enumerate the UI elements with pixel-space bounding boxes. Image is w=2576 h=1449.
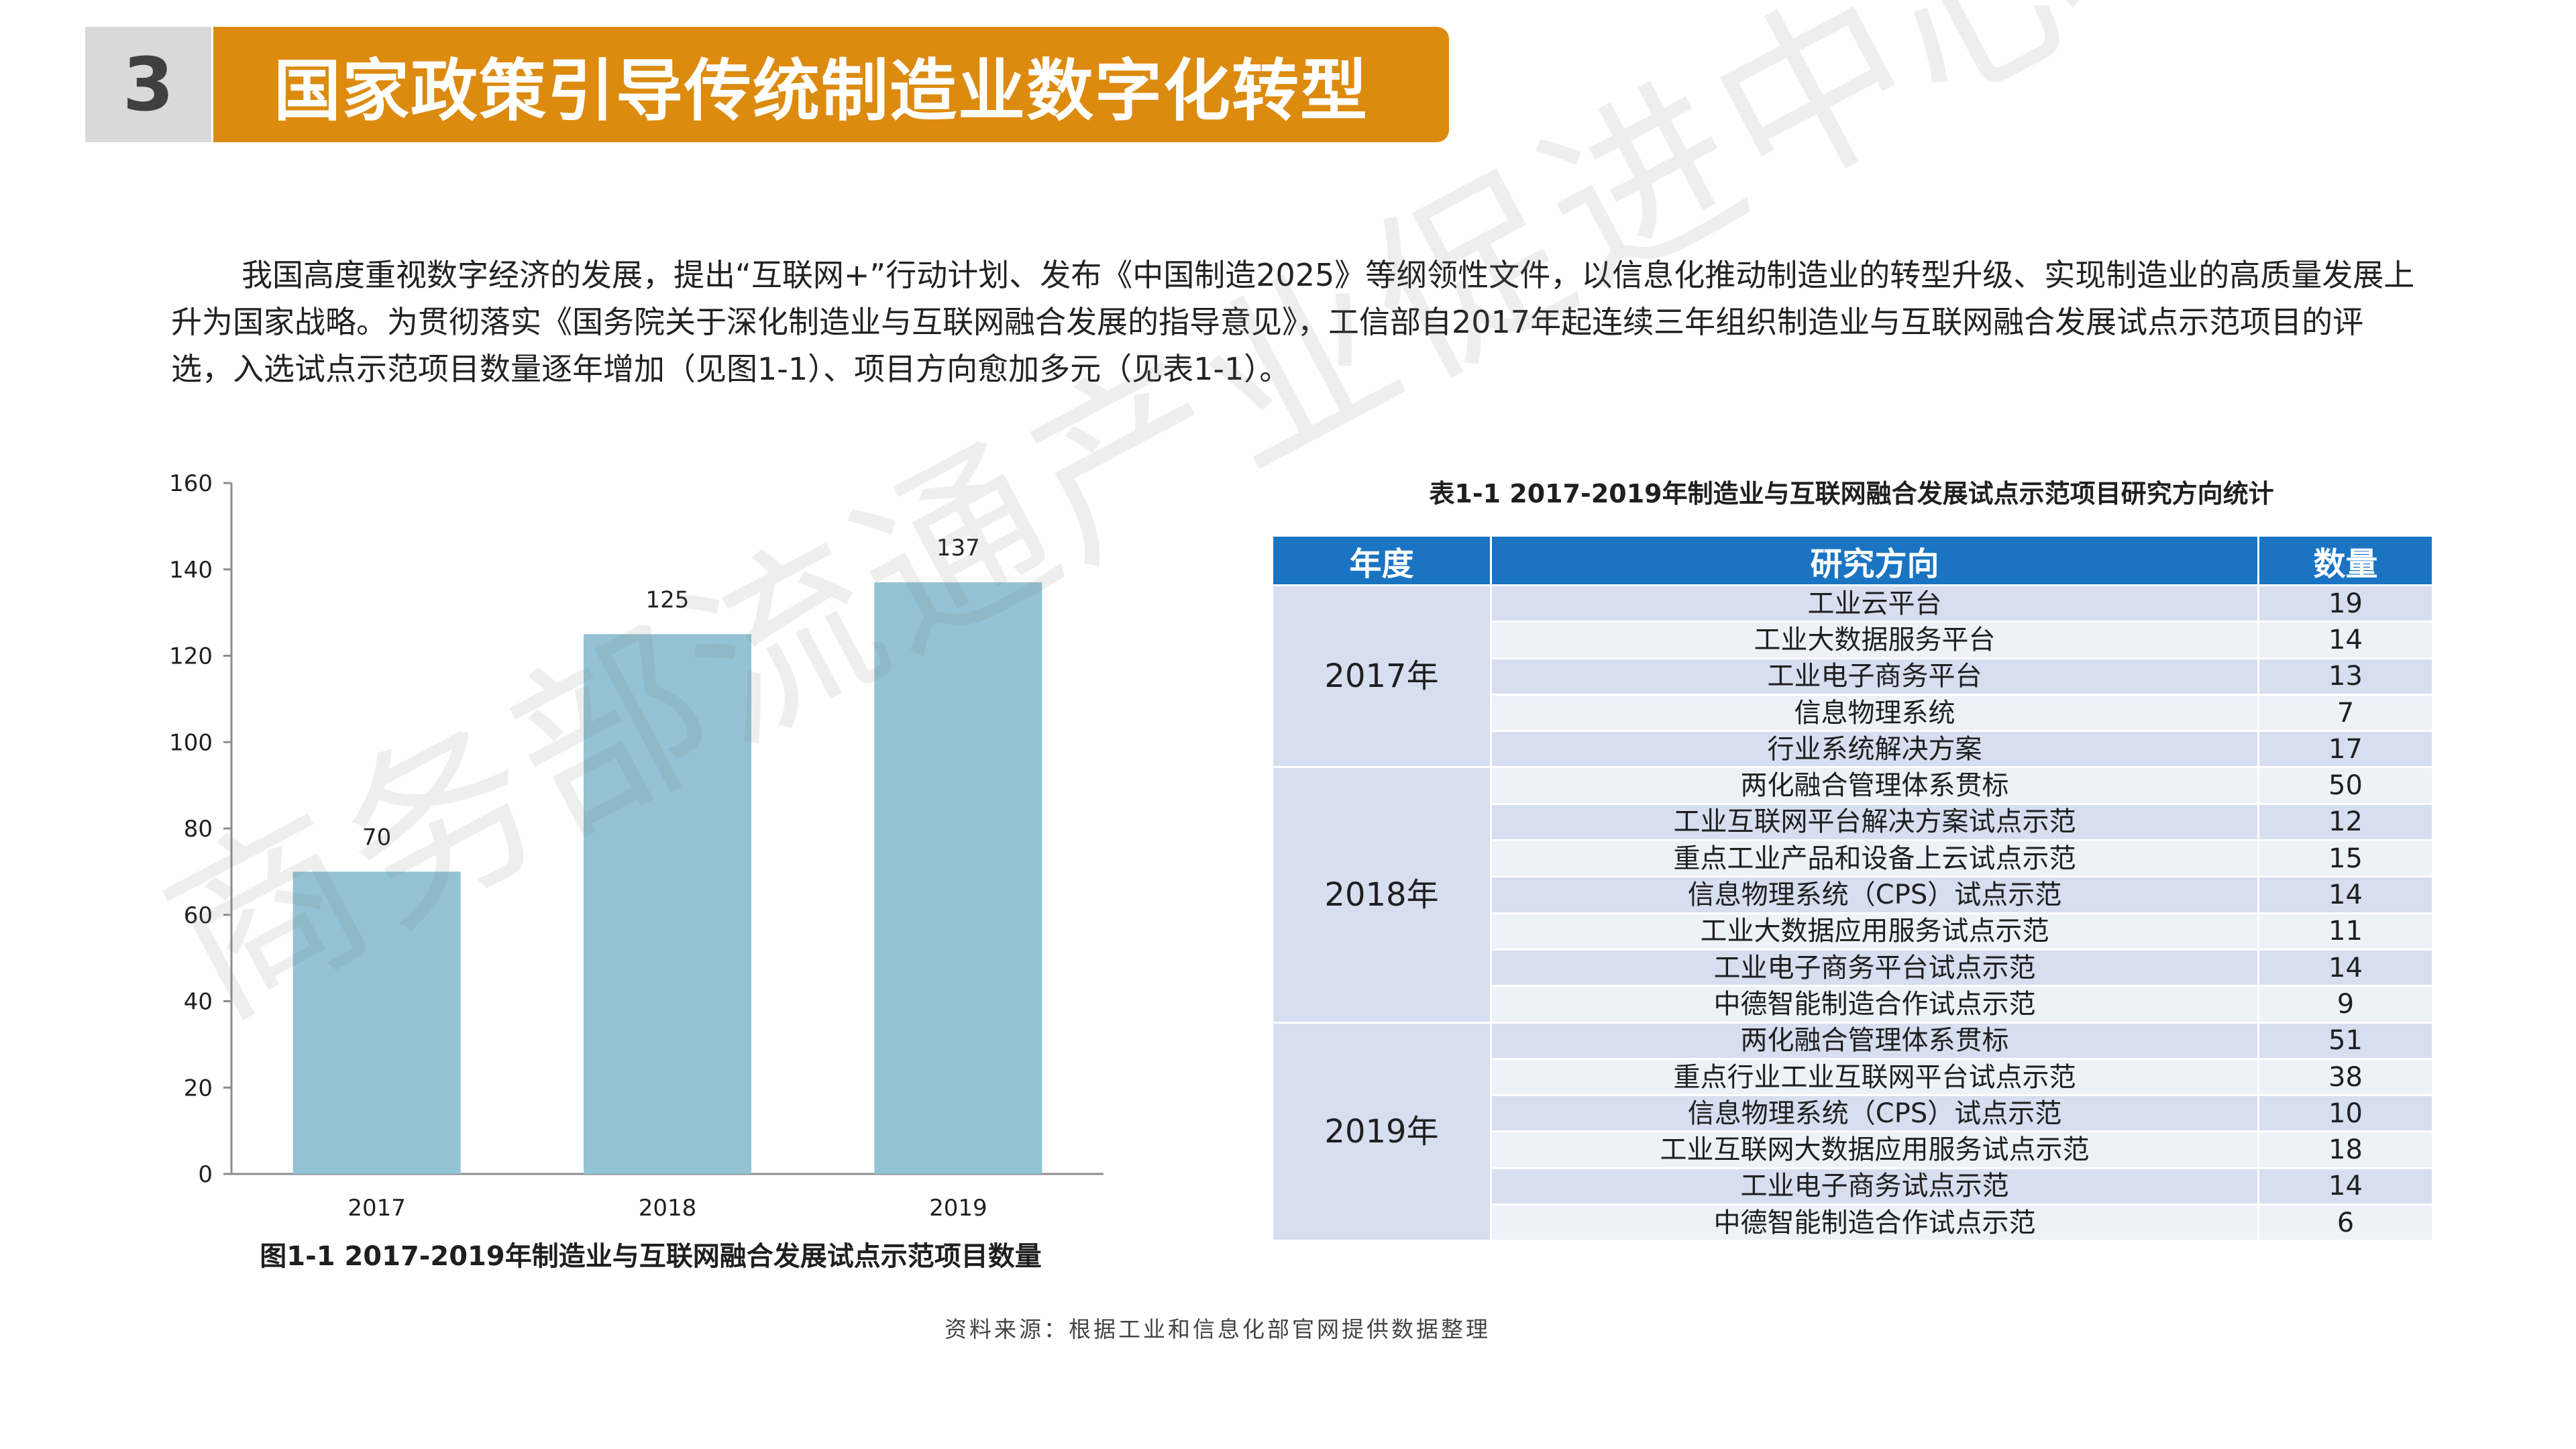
count-cell: 14 <box>2257 1167 2434 1206</box>
table-row: 信息物理系统 7 <box>1273 693 2434 733</box>
direction-cell: 重点工业产品和设备上云试点示范 <box>1490 839 2259 878</box>
year-cell: 2019年 <box>1271 1021 1492 1242</box>
direction-cell: 工业电子商务平台 <box>1490 657 2259 696</box>
intro-paragraph: 我国高度重视数字经济的发展，提出“互联网+”行动计划、发布《中国制造2025》等… <box>171 257 2415 387</box>
table-row: 2019年 两化融合管理体系贯标 51 <box>1271 1021 2434 1242</box>
bar-chart: 0 20 40 60 80 100 120 140 160 70 2017 125 2018 137 201… <box>154 463 1147 1295</box>
data-label: 70 <box>362 824 391 851</box>
direction-cell: 中德智能制造合作试点示范 <box>1490 1203 2259 1242</box>
bar-2017 <box>292 871 461 1174</box>
count-cell: 14 <box>2257 875 2434 914</box>
chart-caption: 图1-1 2017-2019年制造业与互联网融合发展试点示范项目数量 <box>260 1241 1042 1272</box>
direction-cell: 信息物理系统（CPS）试点示范 <box>1490 875 2259 914</box>
direction-cell: 工业电子商务试点示范 <box>1490 1167 2259 1206</box>
table-row: 重点行业工业互联网平台试点示范 38 <box>1273 1057 2434 1097</box>
data-label: 125 <box>646 586 690 613</box>
direction-cell: 中德智能制造合作试点示范 <box>1490 985 2259 1024</box>
count-cell: 14 <box>2257 621 2434 659</box>
table-row: 2017年 工业云平台 19 <box>1271 584 2434 769</box>
x-tick-label: 2017 <box>347 1195 406 1222</box>
count-cell: 10 <box>2257 1094 2434 1133</box>
direction-cell: 两化融合管理体系贯标 <box>1490 1021 2259 1060</box>
y-tick-label: 60 <box>184 902 213 929</box>
table-row: 中德智能制造合作试点示范 6 <box>1273 1203 2434 1242</box>
y-tick-label: 80 <box>184 816 213 843</box>
table-body: 2017年 工业云平台 19 工业大数据服务平台 14 工业电子商务平台 13 信息物理系统 7… <box>1271 584 2434 1242</box>
table-row: 工业电子商务平台试点示范 14 <box>1273 948 2434 987</box>
y-tick-label: 120 <box>169 643 213 670</box>
count-cell: 14 <box>2257 948 2434 987</box>
table-row: 2018年 两化融合管理体系贯标 50 <box>1271 766 2434 1024</box>
direction-cell: 工业互联网大数据应用服务试点示范 <box>1490 1130 2259 1169</box>
table-row: 信息物理系统（CPS）试点示范 10 <box>1273 1094 2434 1133</box>
section-title-bar: 国家政策引导传统制造业数字化转型 <box>213 27 1449 142</box>
table-row: 行业系统解决方案 17 <box>1273 730 2434 769</box>
count-cell: 9 <box>2257 985 2434 1024</box>
y-tick-label: 40 <box>184 989 213 1016</box>
table-row: 工业互联网平台解决方案试点示范 12 <box>1273 802 2434 842</box>
direction-cell: 信息物理系统 <box>1490 693 2259 733</box>
source-note: 资料来源：根据工业和信息化部官网提供数据整理 <box>945 1316 1491 1342</box>
direction-cell: 工业互联网平台解决方案试点示范 <box>1490 802 2259 842</box>
section-number: 3 <box>122 42 174 127</box>
x-tick-label: 2018 <box>639 1195 697 1222</box>
count-cell: 51 <box>2257 1021 2434 1060</box>
table-row: 工业大数据应用服务试点示范 11 <box>1273 912 2434 951</box>
year-cell: 2017年 <box>1271 584 1492 769</box>
table-header-row: 年度 研究方向 数量 <box>1271 535 2434 586</box>
table-title: 表1-1 2017-2019年制造业与互联网融合发展试点示范项目研究方向统计 <box>1429 479 2274 508</box>
header-year: 年度 <box>1271 535 1492 586</box>
x-tick-label: 2019 <box>929 1195 987 1222</box>
table-row: 工业大数据服务平台 14 <box>1273 621 2434 659</box>
count-cell: 50 <box>2257 766 2434 805</box>
direction-cell: 行业系统解决方案 <box>1490 730 2259 769</box>
y-tick-label: 20 <box>184 1075 213 1102</box>
y-tick-label: 160 <box>169 470 213 497</box>
year-cell: 2018年 <box>1271 766 1492 1024</box>
table-row: 中德智能制造合作试点示范 9 <box>1273 985 2434 1024</box>
direction-cell: 工业大数据服务平台 <box>1490 621 2259 659</box>
count-cell: 38 <box>2257 1057 2434 1097</box>
header-count: 数量 <box>2257 535 2434 586</box>
count-cell: 12 <box>2257 802 2434 842</box>
table-row: 重点工业产品和设备上云试点示范 15 <box>1273 839 2434 878</box>
table-row: 工业电子商务平台 13 <box>1273 657 2434 696</box>
direction-cell: 工业云平台 <box>1490 584 2259 623</box>
direction-cell: 工业电子商务平台试点示范 <box>1490 948 2259 987</box>
count-cell: 18 <box>2257 1130 2434 1169</box>
table-row: 工业互联网大数据应用服务试点示范 18 <box>1273 1130 2434 1169</box>
y-tick-label: 140 <box>169 557 213 584</box>
section-header: 3 国家政策引导传统制造业数字化转型 <box>0 27 1449 142</box>
table-row: 信息物理系统（CPS）试点示范 14 <box>1273 875 2434 914</box>
count-cell: 15 <box>2257 839 2434 878</box>
count-cell: 13 <box>2257 657 2434 696</box>
bar-2018 <box>584 634 751 1174</box>
count-cell: 7 <box>2257 693 2434 733</box>
direction-cell: 工业大数据应用服务试点示范 <box>1490 912 2259 951</box>
section-number-box: 3 <box>85 27 211 142</box>
count-cell: 11 <box>2257 912 2434 951</box>
direction-cell: 重点行业工业互联网平台试点示范 <box>1490 1057 2259 1097</box>
header-direction: 研究方向 <box>1490 535 2259 586</box>
bar-2019 <box>874 582 1042 1174</box>
y-tick-label: 0 <box>198 1161 213 1188</box>
direction-cell: 信息物理系统（CPS）试点示范 <box>1490 1094 2259 1133</box>
pilot-project-table: 年度 研究方向 数量 2017年 工业云平台 19 工业大数据服务平台 14 工业电子商务… <box>1271 535 2434 1242</box>
y-tick-label: 100 <box>169 729 213 756</box>
count-cell: 19 <box>2257 584 2434 623</box>
bar-chart-svg: 0 20 40 60 80 100 120 140 160 70 2017 125 2018 137 201… <box>169 470 1104 1222</box>
section-title: 国家政策引导传统制造业数字化转型 <box>274 51 1368 130</box>
count-cell: 17 <box>2257 730 2434 769</box>
direction-cell: 两化融合管理体系贯标 <box>1490 766 2259 805</box>
data-label: 137 <box>936 535 980 561</box>
table-row: 工业电子商务试点示范 14 <box>1273 1167 2434 1206</box>
count-cell: 6 <box>2257 1203 2434 1242</box>
